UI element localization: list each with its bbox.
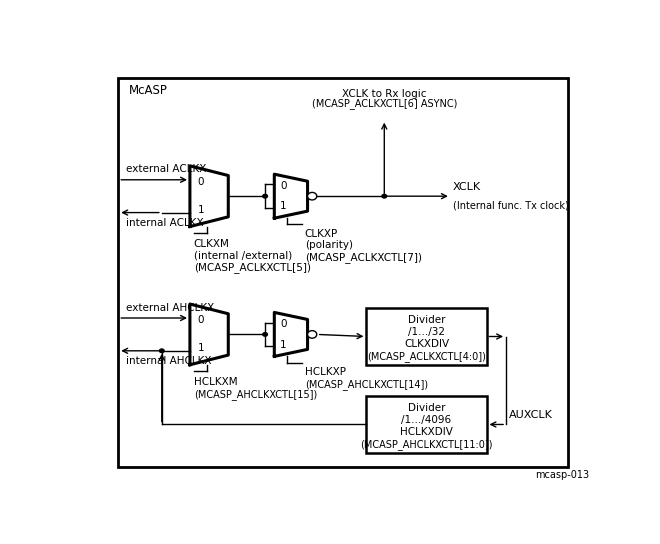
Text: (MCASP_ACLKXCTL[7]): (MCASP_ACLKXCTL[7]) <box>305 252 422 263</box>
Polygon shape <box>275 312 308 356</box>
Text: external AHCLKX: external AHCLKX <box>126 302 214 313</box>
Circle shape <box>308 193 317 200</box>
Text: 0: 0 <box>280 319 287 329</box>
Circle shape <box>262 332 268 337</box>
Circle shape <box>158 348 165 353</box>
Bar <box>118 78 568 467</box>
Circle shape <box>381 194 387 199</box>
Text: 1: 1 <box>280 339 287 350</box>
Text: 0: 0 <box>280 181 287 191</box>
Polygon shape <box>275 174 308 218</box>
Polygon shape <box>190 304 228 365</box>
Text: mcasp-013: mcasp-013 <box>535 470 589 480</box>
Text: internal AHCLKX: internal AHCLKX <box>126 356 211 366</box>
Text: XCLK: XCLK <box>453 182 481 192</box>
Text: (MCASP_ACLKXCTL[4:0]): (MCASP_ACLKXCTL[4:0]) <box>367 351 486 362</box>
Text: HCLKXP: HCLKXP <box>305 367 346 377</box>
Text: 0: 0 <box>197 316 204 325</box>
Text: /1.../32: /1.../32 <box>408 327 445 337</box>
Text: (MCASP_ACLKXCTL[5]): (MCASP_ACLKXCTL[5]) <box>194 263 311 274</box>
Text: (MCASP_AHCLKXCTL[11:0]): (MCASP_AHCLKXCTL[11:0]) <box>360 439 493 450</box>
Text: 1: 1 <box>197 343 204 354</box>
Polygon shape <box>190 166 228 226</box>
Text: CLKXM: CLKXM <box>194 239 230 249</box>
Text: Divider: Divider <box>408 314 446 325</box>
Text: (Internal func. Tx clock): (Internal func. Tx clock) <box>453 200 568 211</box>
Text: (MCASP_ACLKXCTL[6] ASYNC): (MCASP_ACLKXCTL[6] ASYNC) <box>312 98 457 109</box>
Circle shape <box>262 194 268 199</box>
Text: (polarity): (polarity) <box>305 240 353 250</box>
Text: (MCASP_AHCLKXCTL[15]): (MCASP_AHCLKXCTL[15]) <box>194 389 317 400</box>
Circle shape <box>308 331 317 338</box>
Text: /1.../4096: /1.../4096 <box>401 415 451 425</box>
Text: HCLKXM: HCLKXM <box>194 378 238 387</box>
Text: AUXCLK: AUXCLK <box>509 410 552 421</box>
Text: external ACLKX: external ACLKX <box>126 164 207 174</box>
Bar <box>366 308 486 365</box>
Text: (MCASP_AHCLKXCTL[14]): (MCASP_AHCLKXCTL[14]) <box>305 379 428 390</box>
Text: (internal /external): (internal /external) <box>194 251 292 261</box>
Text: CLKXDIV: CLKXDIV <box>404 339 449 349</box>
Text: Divider: Divider <box>408 403 446 412</box>
Text: 1: 1 <box>280 201 287 211</box>
Text: internal ACLKX: internal ACLKX <box>126 218 203 228</box>
Text: XCLK to Rx logic: XCLK to Rx logic <box>342 89 426 99</box>
Text: McASP: McASP <box>129 84 168 97</box>
Text: HCLKXDIV: HCLKXDIV <box>400 427 453 437</box>
Text: 0: 0 <box>197 177 204 187</box>
Text: 1: 1 <box>197 205 204 215</box>
Bar <box>366 396 486 453</box>
Text: CLKXP: CLKXP <box>305 228 338 239</box>
